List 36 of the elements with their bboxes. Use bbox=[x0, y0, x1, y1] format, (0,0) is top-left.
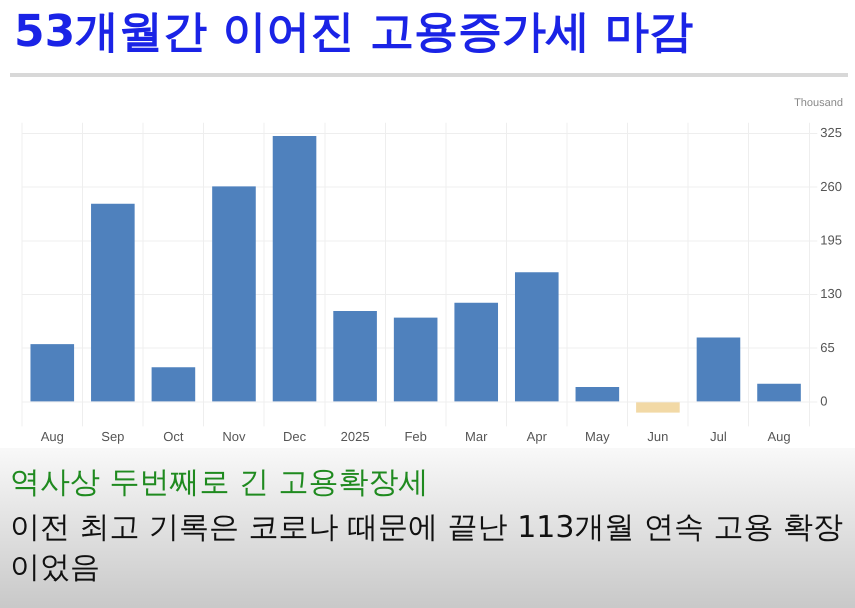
x-tick-label: Jun bbox=[647, 428, 668, 444]
text: 역사상 두번째로 긴 고용확장세 bbox=[10, 464, 429, 502]
y-tick-label: 130 bbox=[820, 286, 842, 302]
y-tick-label: 0 bbox=[820, 393, 828, 408]
x-tick-label: Nov bbox=[222, 428, 246, 444]
bar bbox=[30, 344, 74, 402]
bar bbox=[394, 318, 438, 402]
x-tick-label: Apr bbox=[526, 428, 548, 444]
bar bbox=[696, 337, 740, 402]
bar bbox=[152, 367, 196, 402]
bar bbox=[454, 302, 498, 402]
bar bbox=[757, 384, 801, 402]
x-tick-label: Aug bbox=[767, 428, 791, 444]
y-tick-label: 260 bbox=[820, 178, 842, 194]
bar bbox=[636, 402, 680, 413]
y-tick-label: 65 bbox=[820, 340, 835, 355]
text: 이전 최고 기록은 코로나 때문에 끝난 113개월 연속 고용 확장이었음 bbox=[10, 509, 844, 587]
bar bbox=[333, 311, 377, 402]
x-tick-label: May bbox=[585, 428, 610, 444]
x-tick-label: Mar bbox=[465, 428, 488, 444]
x-tick-label: Oct bbox=[163, 428, 184, 444]
bar bbox=[576, 387, 620, 402]
bar bbox=[514, 272, 559, 402]
x-tick-label: Aug bbox=[40, 428, 64, 444]
bar bbox=[212, 186, 256, 402]
bar bbox=[91, 204, 135, 402]
x-tick-label: Sep bbox=[101, 428, 124, 444]
x-tick-label: Dec bbox=[282, 428, 307, 444]
y-tick-label: 195 bbox=[820, 232, 842, 248]
y-axis-title: Thousand bbox=[794, 97, 843, 109]
bar bbox=[272, 136, 316, 402]
chart-title: 53개월간 이어진 고용증가세 마감 bbox=[14, 5, 694, 59]
x-tick-label: Feb bbox=[404, 428, 427, 444]
x-tick-label: 2025 bbox=[340, 428, 370, 444]
x-tick-label: Jul bbox=[710, 428, 727, 444]
y-tick-label: 325 bbox=[820, 125, 842, 140]
